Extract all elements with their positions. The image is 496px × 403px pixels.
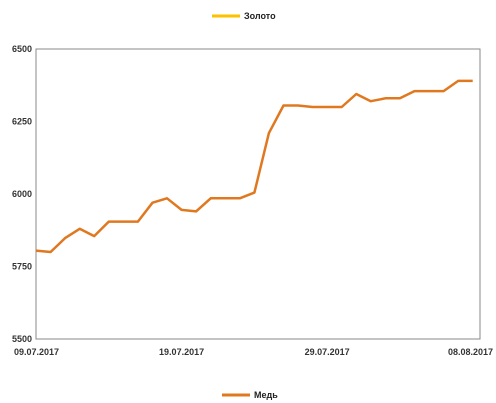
y-tick-label: 6500 [12, 44, 32, 54]
y-tick-label: 5500 [12, 334, 32, 344]
legend-top: Золото [212, 11, 276, 21]
legend-gold-label: Золото [244, 11, 276, 21]
x-tick-label: 08.08.2017 [448, 347, 493, 357]
y-tick-label: 6250 [12, 117, 32, 127]
x-tick-label: 29.07.2017 [305, 347, 350, 357]
series-layer [35, 79, 473, 254]
plot-area [35, 48, 481, 340]
series-line-copper [35, 79, 473, 254]
legend-bottom: Медь [222, 390, 278, 400]
x-tick-label: 09.07.2017 [14, 347, 59, 357]
y-tick-label: 6000 [12, 189, 32, 199]
legend-copper-label: Медь [254, 390, 278, 400]
y-axis: 5500 5750 6000 6250 6500 [12, 44, 32, 344]
y-tick-label: 5750 [12, 262, 32, 272]
x-tick-label: 19.07.2017 [159, 347, 204, 357]
x-axis: 09.07.2017 19.07.2017 29.07.2017 08.08.2017 [14, 347, 493, 357]
